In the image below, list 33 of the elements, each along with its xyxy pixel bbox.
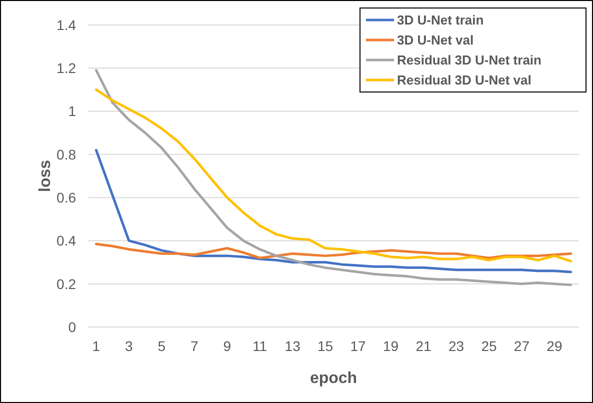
y-tick-label: 0 [68,318,76,335]
x-axis-title: epoch [310,370,358,387]
legend-label: Residual 3D U-Net val [397,72,532,88]
x-tick-label: 1 [92,338,100,354]
x-tick-label: 19 [382,338,399,354]
y-tick-label: 0.4 [56,232,76,249]
x-tick-label: 3 [125,338,134,354]
y-tick-label: 1.4 [56,16,76,33]
legend-label: Residual 3D U-Net train [397,52,542,68]
y-tick-label: 1.2 [56,60,76,76]
line-series [94,148,572,274]
y-tick-label: 0.6 [56,189,76,206]
x-tick-label: 11 [252,338,268,354]
x-tick-label: 7 [190,338,198,354]
x-tick-label: 5 [158,338,166,354]
legend-label: 3D U-Net train [397,12,484,28]
x-tick-label: 25 [481,338,497,354]
line-series [94,88,572,262]
line-series [94,242,572,260]
y-tick-label: 0.8 [56,146,76,162]
y-tick-label: 0.2 [56,276,76,292]
line-series [94,69,572,286]
x-tick-label: 21 [416,338,432,354]
x-tick-label: 29 [546,338,562,354]
legend-label: 3D U-Net val [397,32,474,48]
x-tick-label: 15 [318,338,334,354]
x-tick-label: 27 [514,338,530,354]
y-axis-title: loss [37,160,54,192]
x-tick-label: 17 [350,338,366,354]
x-tick-label: 23 [448,338,464,354]
x-tick-label: 13 [284,338,301,354]
x-tick-label: 9 [223,338,232,354]
y-tick-label: 1 [68,103,76,120]
